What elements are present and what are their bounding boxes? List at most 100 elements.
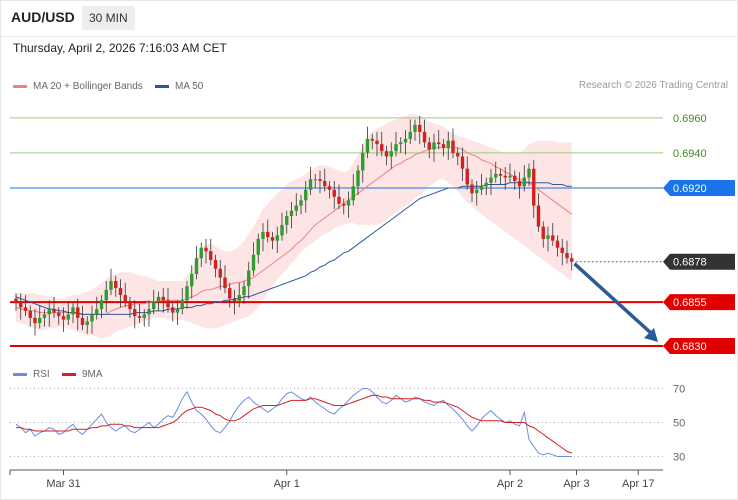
header-bar: AUD/USD 30 MIN bbox=[0, 0, 738, 37]
candle-body bbox=[47, 309, 51, 315]
candle-body bbox=[332, 189, 336, 197]
candle-body bbox=[204, 247, 208, 252]
level-label-0-6940: 0.6940 bbox=[673, 148, 707, 160]
x-tick-label: Apr 2 bbox=[497, 478, 523, 490]
candle-body bbox=[175, 309, 180, 313]
candle-body bbox=[52, 309, 56, 313]
candle-body bbox=[304, 189, 308, 201]
candle-body bbox=[560, 247, 564, 253]
candle-body bbox=[280, 224, 284, 236]
candle-body bbox=[161, 296, 165, 301]
x-tick-label: Apr 3 bbox=[563, 478, 589, 490]
candle-body bbox=[441, 144, 446, 148]
forecast-arrow-head bbox=[644, 327, 658, 342]
candle-body bbox=[446, 140, 450, 148]
candle-body bbox=[503, 175, 507, 178]
candle-body bbox=[85, 321, 89, 325]
candle-body bbox=[194, 258, 199, 275]
candle-body bbox=[498, 173, 503, 176]
candle-body bbox=[380, 144, 384, 152]
datetime-label: Thursday, April 2, 2026 7:16:03 AM CET bbox=[13, 41, 227, 55]
candles-group bbox=[14, 116, 574, 336]
candle-body bbox=[137, 316, 142, 318]
candle-body bbox=[251, 254, 256, 271]
candle-body bbox=[294, 205, 298, 211]
legend-9ma-label: 9MA bbox=[82, 369, 103, 380]
x-tick-label: Apr 17 bbox=[622, 478, 654, 490]
level-tag-0-6855 bbox=[663, 294, 735, 311]
candle-body bbox=[541, 226, 545, 239]
candle-body bbox=[99, 300, 104, 310]
candle-body bbox=[237, 295, 241, 303]
candle-body bbox=[299, 200, 303, 206]
candle-body bbox=[242, 286, 246, 296]
candle-body bbox=[375, 140, 379, 145]
candle-body bbox=[342, 203, 346, 206]
level-label-0-6855: 0.6855 bbox=[673, 297, 707, 309]
candle-body bbox=[90, 314, 94, 322]
x-tick-label: Mar 31 bbox=[46, 478, 80, 490]
forecast-arrow-shaft bbox=[573, 262, 654, 336]
candle-body bbox=[522, 177, 526, 187]
rsi-tick-30: 30 bbox=[673, 452, 685, 464]
rsi-line bbox=[15, 388, 572, 457]
candle-body bbox=[484, 182, 488, 187]
candle-body bbox=[104, 289, 108, 301]
candle-body bbox=[475, 189, 479, 194]
candle-body bbox=[261, 231, 265, 239]
candle-body bbox=[370, 138, 374, 141]
candle-body bbox=[80, 317, 85, 325]
candle-body bbox=[61, 316, 66, 320]
rsi-tick-50: 50 bbox=[673, 418, 685, 430]
candle-body bbox=[228, 288, 232, 299]
candle-body bbox=[313, 179, 317, 181]
candle-body bbox=[337, 196, 341, 204]
legend-ma20-label: MA 20 + Bollinger Bands bbox=[33, 81, 143, 92]
copyright-label: Research © 2026 Trading Central bbox=[578, 80, 728, 91]
candle-body bbox=[327, 186, 332, 190]
legend-rsi-label: RSI bbox=[33, 369, 50, 380]
candle-body bbox=[114, 281, 118, 289]
candle-body bbox=[384, 151, 389, 157]
candle-body bbox=[285, 216, 289, 225]
candle-body bbox=[422, 131, 427, 143]
candle-body bbox=[532, 168, 536, 206]
candle-body bbox=[76, 307, 80, 318]
timeframe-button[interactable]: 30 MIN bbox=[82, 6, 135, 30]
level-label-0-6830: 0.6830 bbox=[673, 341, 707, 353]
candle-body bbox=[565, 252, 569, 259]
legend-ma20-swatch bbox=[13, 85, 27, 88]
candle-body bbox=[517, 180, 522, 187]
candle-body bbox=[555, 240, 560, 248]
candle-body bbox=[465, 168, 469, 185]
candle-body bbox=[513, 175, 517, 181]
candle-body bbox=[546, 235, 550, 239]
candle-body bbox=[180, 300, 184, 310]
candle-body bbox=[190, 274, 194, 287]
level-tag-0-6920 bbox=[663, 180, 735, 197]
candle-body bbox=[185, 286, 189, 301]
candle-body bbox=[118, 288, 123, 296]
candle-body bbox=[570, 258, 574, 262]
candle-body bbox=[494, 173, 498, 178]
candle-body bbox=[399, 142, 403, 145]
candle-body bbox=[95, 309, 99, 315]
candle-body bbox=[351, 186, 355, 201]
bollinger-band bbox=[16, 114, 572, 339]
level-tag-0-6830 bbox=[663, 337, 735, 354]
candle-body bbox=[209, 251, 213, 260]
candle-body bbox=[133, 309, 137, 317]
level-label-0-6878: 0.6878 bbox=[673, 257, 707, 269]
legend-ma50-label: MA 50 bbox=[175, 81, 204, 92]
candle-body bbox=[218, 268, 222, 278]
candle-body bbox=[432, 142, 436, 150]
legend-rsi-swatch bbox=[13, 373, 27, 376]
ma20-line bbox=[15, 147, 573, 315]
candle-body bbox=[427, 142, 431, 150]
legend-rsi: RSI bbox=[13, 369, 50, 380]
candle-body bbox=[365, 138, 370, 153]
candle-body bbox=[413, 124, 417, 132]
candle-body bbox=[256, 238, 260, 255]
candle-body bbox=[128, 302, 132, 310]
